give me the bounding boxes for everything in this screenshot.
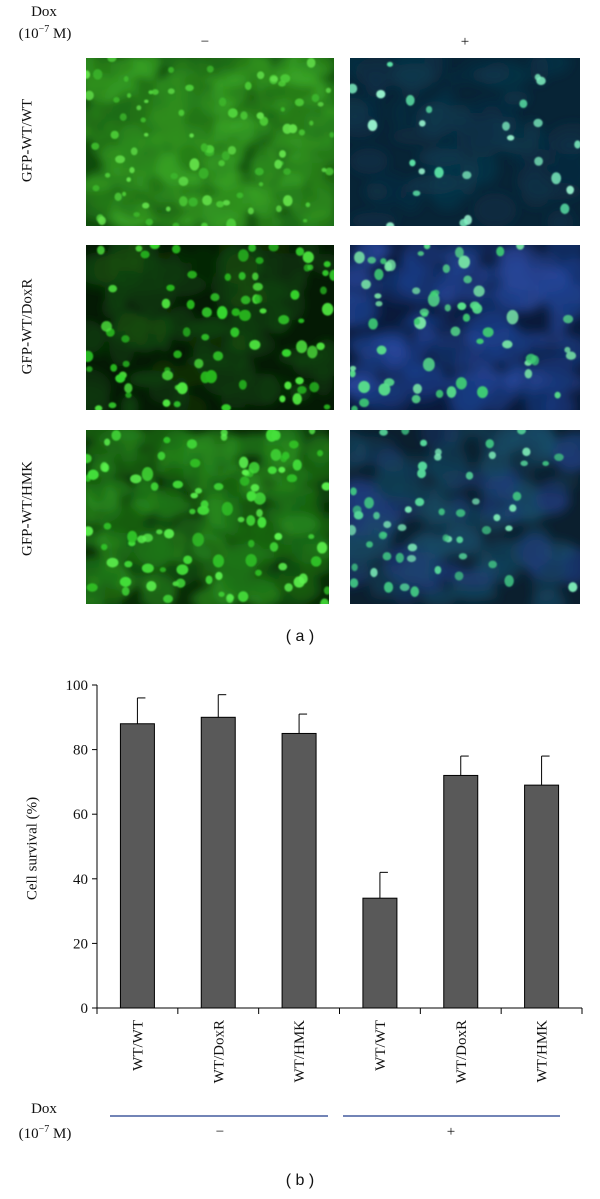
- x-tick-label: WT/WT: [130, 1020, 146, 1071]
- group-label-minus: −: [215, 1124, 225, 1140]
- panel-b-caption: ( b ): [285, 1172, 315, 1189]
- bar-chart: 0 20 40 60 80 100 WT/WT WT/DoxR WT/HMK WT/WT WT/Do…: [66, 678, 583, 1117]
- y-tick-label: 20: [73, 936, 88, 952]
- group-label-plus: +: [446, 1124, 456, 1140]
- bars: WT/WT WT/DoxR WT/HMK WT/WT WT/DoxR WT/HMK: [119, 694, 560, 1083]
- axes: 0 20 40 60 80 100: [66, 678, 583, 1017]
- y-tick-label: 40: [73, 872, 88, 888]
- dox-label-a: Dox: [31, 4, 57, 20]
- bar: [443, 774, 479, 1009]
- row-label-wt-hmk: GFP-WT/HMK: [19, 461, 36, 557]
- row-label-wt-doxr: GFP-WT/DoxR: [19, 278, 36, 375]
- bar: [362, 897, 398, 1009]
- x-tick-label: WT/DoxR: [454, 1020, 470, 1083]
- x-tick-label: WT/DoxR: [211, 1020, 227, 1083]
- column-header-minus: −: [200, 34, 210, 50]
- y-axis-label: Cell survival (%): [24, 796, 41, 901]
- micrograph-wt-doxr-plus: [350, 245, 580, 410]
- x-tick-label: WT/HMK: [292, 1020, 308, 1083]
- row-label-wt-wt: GFP-WT/WT: [19, 98, 36, 183]
- y-tick-label: 0: [81, 1001, 89, 1017]
- micrograph-wt-wt-minus: [86, 58, 334, 226]
- x-tick-label: WT/HMK: [535, 1020, 551, 1083]
- dox-label-b: Dox: [31, 1101, 57, 1117]
- bar: [119, 723, 155, 1009]
- panel-a-caption: ( a ): [285, 628, 315, 645]
- bar: [524, 784, 560, 1009]
- micrograph-wt-hmk-plus: [350, 430, 580, 604]
- y-tick-label: 100: [66, 678, 89, 694]
- dox-unit-a: (10−7 M): [18, 24, 72, 42]
- column-header-plus: +: [460, 34, 470, 50]
- micrograph-wt-doxr-minus: [86, 245, 334, 410]
- x-tick-label: WT/WT: [373, 1020, 389, 1071]
- micrograph-wt-wt-plus: [350, 58, 580, 226]
- bar: [281, 732, 317, 1009]
- bar: [200, 716, 236, 1009]
- dox-unit-b: (10−7 M): [18, 1124, 72, 1142]
- y-tick-label: 80: [73, 743, 88, 759]
- micrograph-wt-hmk-minus: [86, 430, 329, 604]
- y-tick-label: 60: [73, 807, 88, 823]
